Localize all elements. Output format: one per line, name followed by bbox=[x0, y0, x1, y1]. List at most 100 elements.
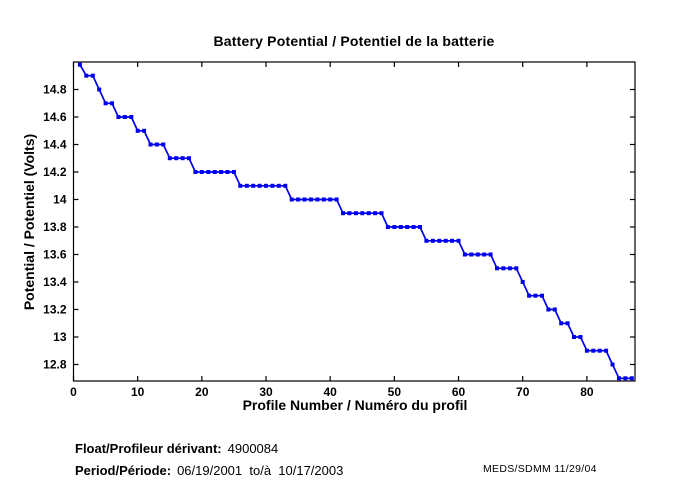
data-point-marker bbox=[347, 211, 352, 216]
data-point-marker bbox=[187, 156, 191, 161]
data-point-marker bbox=[315, 197, 320, 202]
data-point-marker bbox=[623, 376, 628, 381]
data-point-marker bbox=[617, 376, 621, 381]
x-tick-label: 40 bbox=[324, 385, 338, 399]
data-point-marker bbox=[597, 348, 602, 353]
data-point-marker bbox=[456, 238, 461, 243]
data-point-marker bbox=[135, 128, 140, 133]
y-tick-label: 13.2 bbox=[43, 303, 67, 317]
data-point-marker bbox=[103, 101, 108, 106]
float-value: 4900084 bbox=[227, 441, 279, 456]
data-point-marker bbox=[559, 321, 564, 326]
data-point-marker bbox=[385, 225, 390, 229]
data-point-marker bbox=[193, 170, 198, 174]
x-tick-label: 30 bbox=[259, 385, 273, 399]
data-point-marker bbox=[206, 170, 211, 174]
data-point-marker bbox=[283, 183, 288, 188]
data-point-marker bbox=[405, 225, 410, 229]
data-point-marker bbox=[584, 348, 589, 353]
y-tick-label: 13.6 bbox=[43, 248, 67, 262]
data-point-marker bbox=[430, 238, 435, 243]
data-point-marker bbox=[353, 211, 358, 216]
float-label: Float/Profileur dérivant: bbox=[75, 441, 222, 456]
data-point-marker bbox=[488, 252, 493, 257]
battery-potential-line bbox=[79, 64, 632, 380]
data-point-marker bbox=[142, 128, 147, 133]
y-axis-label: Potential / Potentiel (Volts) bbox=[21, 133, 37, 311]
data-point-marker bbox=[110, 101, 114, 106]
data-point-marker bbox=[334, 197, 339, 202]
data-point-marker bbox=[629, 376, 634, 381]
plot-box bbox=[72, 61, 636, 382]
y-tick-label: 13 bbox=[53, 330, 67, 344]
data-point-marker bbox=[116, 115, 121, 119]
x-tick-label: 10 bbox=[131, 385, 145, 399]
data-point-marker bbox=[77, 62, 82, 67]
data-point-marker bbox=[527, 293, 532, 298]
data-point-marker bbox=[219, 170, 224, 174]
x-axis-label: Profile Number / Numéro du profil bbox=[242, 397, 468, 413]
data-point-marker bbox=[90, 73, 95, 78]
x-tick-label: 80 bbox=[580, 385, 594, 399]
y-tick-label: 14.4 bbox=[43, 138, 67, 152]
data-point-marker bbox=[308, 197, 313, 202]
x-tick-label: 20 bbox=[195, 385, 209, 399]
data-point-marker bbox=[610, 362, 615, 367]
data-point-marker bbox=[565, 321, 570, 326]
data-point-marker bbox=[199, 170, 204, 174]
data-point-marker bbox=[238, 183, 243, 188]
data-point-marker bbox=[533, 293, 538, 298]
data-point-marker bbox=[225, 170, 230, 174]
data-point-marker bbox=[341, 211, 345, 216]
chart-title: Battery Potential / Potentiel de la batt… bbox=[213, 33, 495, 49]
data-point-marker bbox=[482, 252, 487, 257]
period-value: 06/19/2001 to/à 10/17/2003 bbox=[177, 463, 344, 478]
data-point-marker bbox=[443, 238, 448, 243]
data-point-marker bbox=[360, 211, 365, 216]
data-point-marker bbox=[122, 115, 127, 119]
data-point-marker bbox=[398, 225, 403, 229]
data-point-marker bbox=[366, 211, 371, 216]
data-point-marker bbox=[572, 335, 576, 339]
data-point-marker bbox=[257, 183, 262, 188]
y-tick-label: 14.8 bbox=[43, 83, 67, 97]
data-point-marker bbox=[161, 142, 166, 147]
data-point-marker bbox=[180, 156, 185, 161]
y-tick-label: 14 bbox=[53, 193, 67, 207]
period-label: Period/Période: bbox=[75, 463, 172, 478]
data-point-marker bbox=[289, 197, 294, 202]
data-point-marker bbox=[604, 348, 609, 353]
data-point-marker bbox=[302, 197, 307, 202]
credit-stamp: MEDS/SDMM 11/29/04 bbox=[483, 463, 597, 475]
data-point-marker bbox=[411, 225, 416, 229]
data-point-marker bbox=[392, 225, 397, 229]
data-point-marker bbox=[296, 197, 301, 202]
data-point-marker bbox=[546, 307, 551, 312]
data-point-marker bbox=[469, 252, 474, 257]
data-point-marker bbox=[148, 142, 153, 147]
y-tick-label: 14.2 bbox=[43, 165, 67, 179]
data-point-marker bbox=[264, 183, 268, 188]
data-point-marker bbox=[450, 238, 455, 243]
period-line: Period/Période: 06/19/2001 to/à 10/17/200… bbox=[75, 463, 343, 478]
data-point-marker bbox=[154, 142, 159, 147]
data-point-marker bbox=[97, 87, 102, 92]
data-point-marker bbox=[520, 280, 525, 284]
data-point-marker bbox=[514, 266, 519, 271]
data-point-marker bbox=[276, 183, 281, 188]
data-point-marker bbox=[501, 266, 506, 271]
data-point-marker bbox=[244, 183, 249, 188]
data-point-marker bbox=[540, 293, 544, 298]
data-point-marker bbox=[129, 115, 134, 119]
data-point-marker bbox=[475, 252, 480, 257]
x-tick-label: 0 bbox=[70, 385, 77, 399]
data-point-marker bbox=[437, 238, 442, 243]
data-point-marker bbox=[373, 211, 378, 216]
data-point-marker bbox=[251, 183, 256, 188]
data-point-marker bbox=[424, 238, 429, 243]
x-tick-label: 50 bbox=[388, 385, 402, 399]
data-point-marker bbox=[270, 183, 275, 188]
y-tick-label: 13.4 bbox=[43, 275, 67, 289]
